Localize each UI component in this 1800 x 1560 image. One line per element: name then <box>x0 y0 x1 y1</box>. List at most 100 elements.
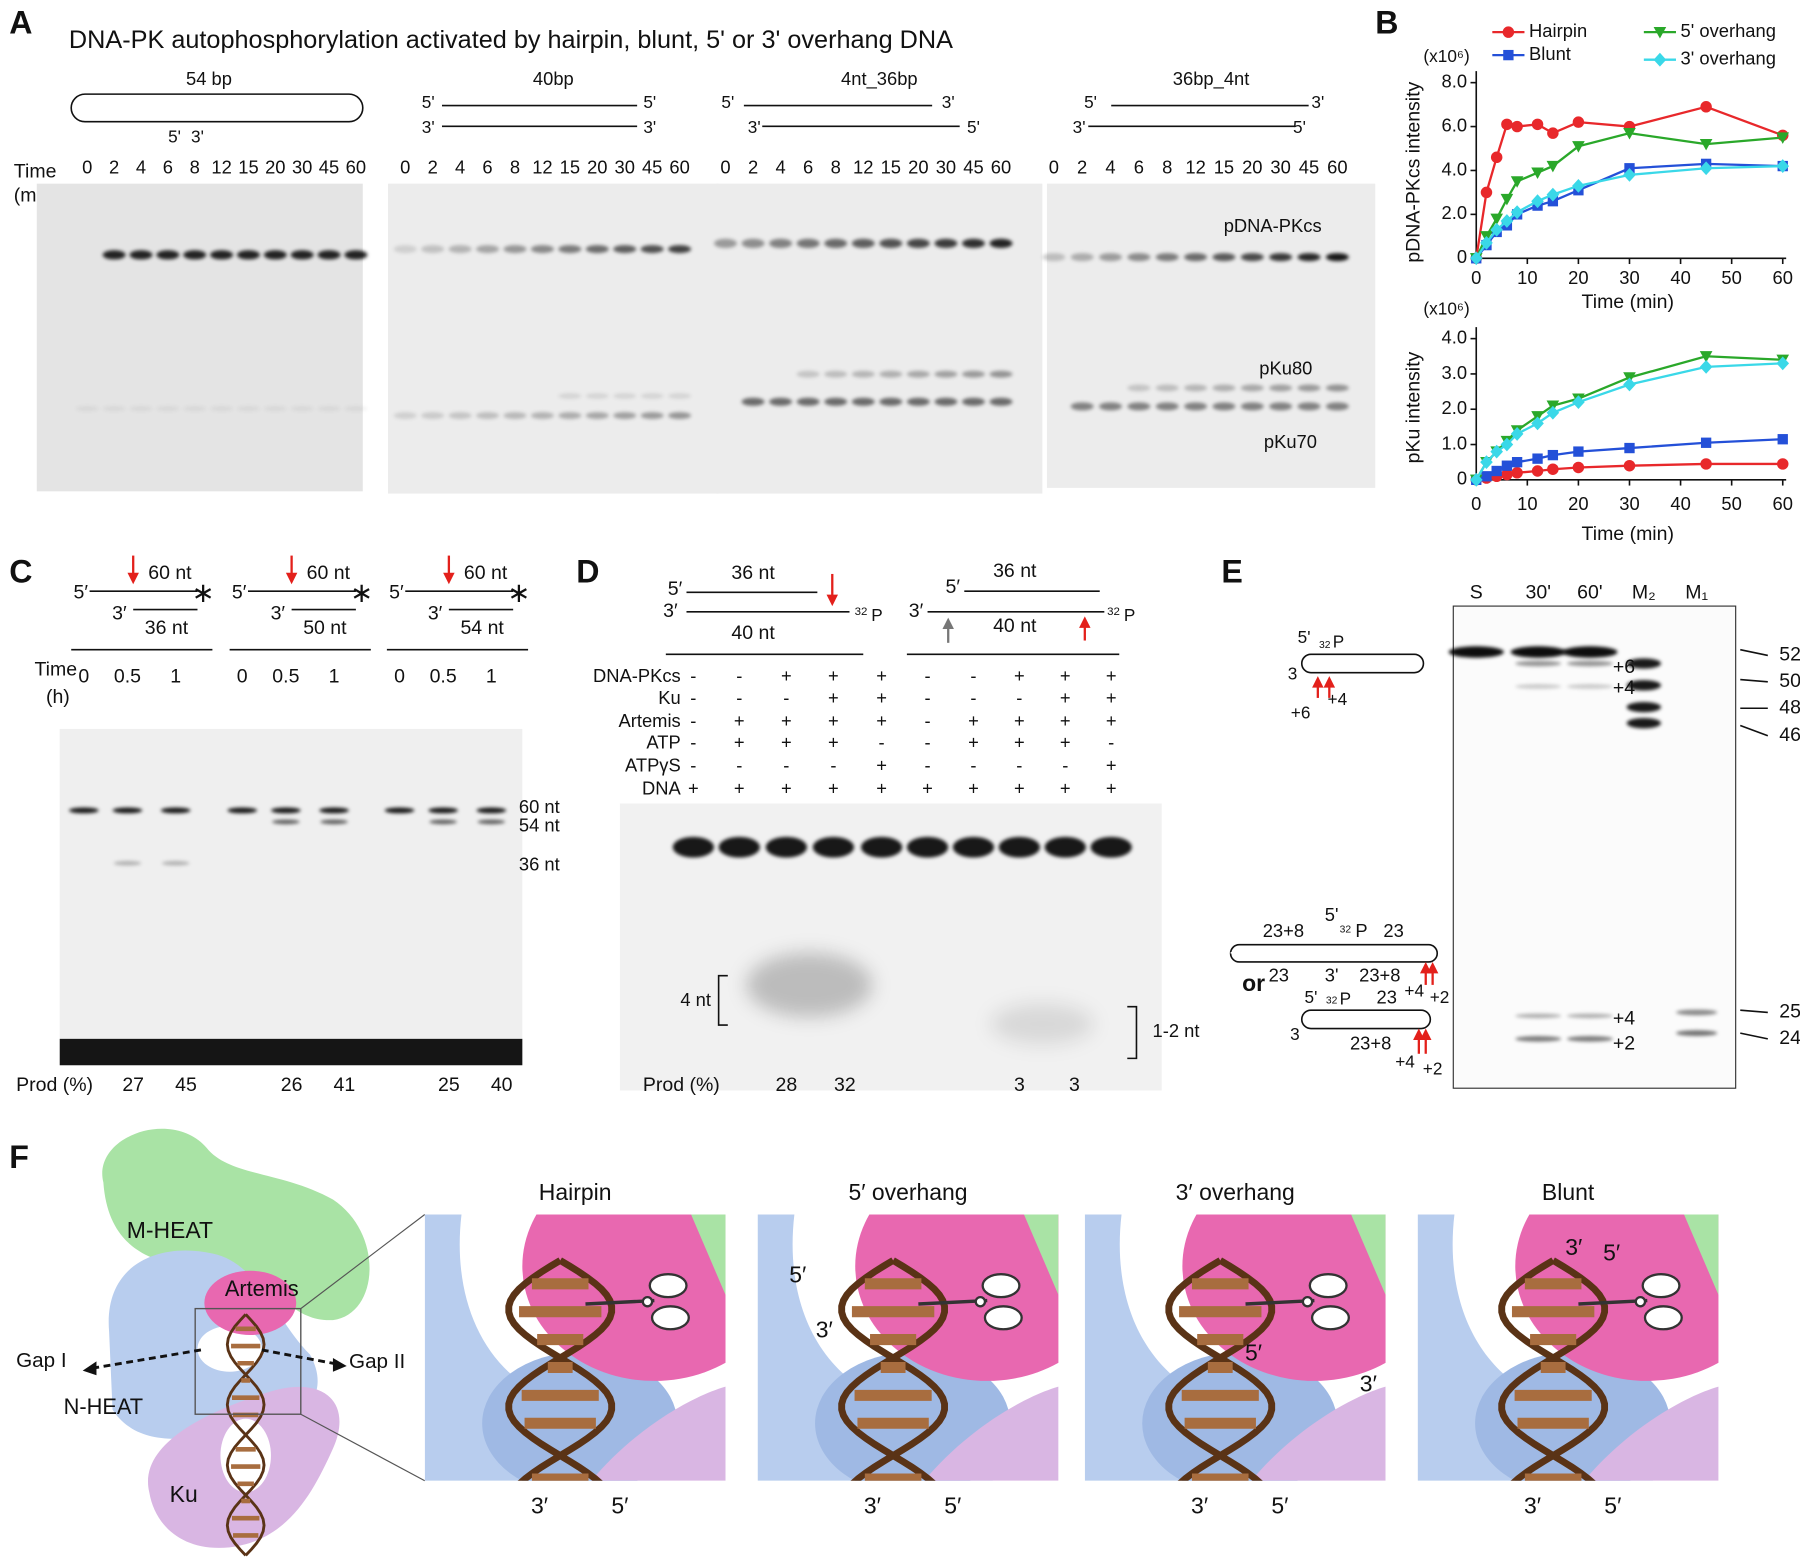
strand-end: 3' <box>1073 117 1086 137</box>
condition-sign: - <box>1108 732 1114 753</box>
data-point <box>1699 138 1713 151</box>
time-label: 30 <box>292 157 312 178</box>
legend-marker <box>1502 26 1515 38</box>
gel-band <box>1269 402 1293 411</box>
data-point <box>1480 186 1493 199</box>
gel-band <box>290 405 314 412</box>
gel-band <box>476 807 507 814</box>
data-point <box>1510 176 1524 188</box>
y-tick-label: 3.0 <box>1442 362 1468 383</box>
data-point <box>1547 127 1559 139</box>
data-point <box>1623 377 1636 392</box>
label: 60 nt <box>148 562 192 584</box>
data-point <box>1776 132 1790 144</box>
gel <box>716 183 1043 494</box>
gel-band <box>1099 402 1123 411</box>
diagram-label: 23+8 <box>1350 1032 1391 1053</box>
dna-duplex <box>1300 653 1425 674</box>
label: 32 <box>1107 606 1120 618</box>
condition-sign: - <box>1016 687 1022 708</box>
product-value: 28 <box>776 1074 798 1096</box>
arrow-head <box>1312 676 1324 688</box>
gel-band <box>428 807 459 814</box>
marker-label: 46 <box>1779 724 1800 746</box>
gel-band <box>906 836 949 858</box>
data-point <box>1699 161 1713 176</box>
dna-strand <box>838 1257 948 1481</box>
data-point <box>1490 151 1503 164</box>
data-point <box>1572 141 1585 153</box>
condition-sign: + <box>828 778 839 799</box>
y-tick-label: 4.0 <box>1442 326 1468 347</box>
gel-band <box>129 250 153 260</box>
artemis-domain <box>204 1270 297 1336</box>
gap-arrow <box>261 1348 336 1366</box>
gel-band <box>585 393 609 399</box>
dna-duplex <box>1300 1009 1432 1030</box>
condition-sign: + <box>828 665 839 686</box>
gel-band <box>1562 646 1618 658</box>
diagram-label: 3' <box>1325 965 1339 986</box>
strand-end: 3′ <box>1191 1492 1208 1518</box>
gel-band <box>1269 253 1293 262</box>
condition-sign: + <box>828 710 839 731</box>
label: P <box>1124 605 1135 625</box>
x-tick-label: 60 <box>1773 267 1793 288</box>
condition-sign: + <box>1060 732 1071 753</box>
view-title: Hairpin <box>539 1179 612 1205</box>
y-tick-label: 4.0 <box>1442 158 1468 179</box>
data-point <box>1511 457 1523 468</box>
gel-band <box>68 807 99 814</box>
gel-band <box>1042 253 1066 262</box>
gel-band <box>319 807 350 814</box>
condition-sign: + <box>734 710 745 731</box>
condition-sign: + <box>876 778 887 799</box>
data-point <box>1501 468 1513 481</box>
time-label: 0 <box>400 157 410 178</box>
gel-band <box>1566 684 1613 689</box>
time-label: 8 <box>1162 157 1172 178</box>
time-label: 30 <box>936 157 956 178</box>
time-label: 30 <box>1270 157 1290 178</box>
time-label: 1 <box>486 665 497 687</box>
band-label: +6 <box>1613 656 1635 678</box>
gel-band <box>1515 684 1562 689</box>
gel-band <box>113 860 142 866</box>
condition-sign: - <box>690 710 696 731</box>
condition-sign: + <box>781 665 792 686</box>
condition-sign: + <box>876 665 887 686</box>
ku-region <box>1251 1386 1386 1481</box>
data-point <box>1699 351 1713 363</box>
gel-band <box>75 405 99 412</box>
data-point <box>1531 465 1544 477</box>
condition-sign: + <box>1106 710 1117 731</box>
gel-band <box>952 836 995 858</box>
gel-band <box>851 238 875 248</box>
time-label: 0.5 <box>272 665 299 687</box>
data-point <box>1572 178 1585 193</box>
axis-multiplier: (x10⁶) <box>1423 298 1469 318</box>
gel-band <box>102 405 126 412</box>
gel-band <box>989 397 1013 406</box>
x-tick-label: 50 <box>1721 493 1741 514</box>
time-label: 2 <box>1077 157 1087 178</box>
y-tick-label: 8.0 <box>1442 70 1468 91</box>
gel-band <box>961 397 985 406</box>
marker-label: 52 <box>1779 644 1800 666</box>
condition-sign: - <box>924 710 930 731</box>
strand-end: 5′ <box>1271 1492 1288 1518</box>
gel-band <box>796 370 820 378</box>
gel-band <box>421 245 445 254</box>
x-tick-label: 20 <box>1568 267 1588 288</box>
strand-end: 5′ <box>789 1262 806 1288</box>
gel-band <box>1240 384 1264 392</box>
diagram-label: +4 <box>1404 980 1424 1000</box>
label-star: ∗ <box>350 577 373 608</box>
arrow-head <box>1323 676 1336 688</box>
diagram-label: P <box>1333 631 1344 651</box>
label: 36 nt <box>145 617 189 639</box>
gel-band <box>1626 658 1662 669</box>
diagram-label: 5' <box>1298 627 1311 647</box>
gel-band <box>393 245 417 254</box>
